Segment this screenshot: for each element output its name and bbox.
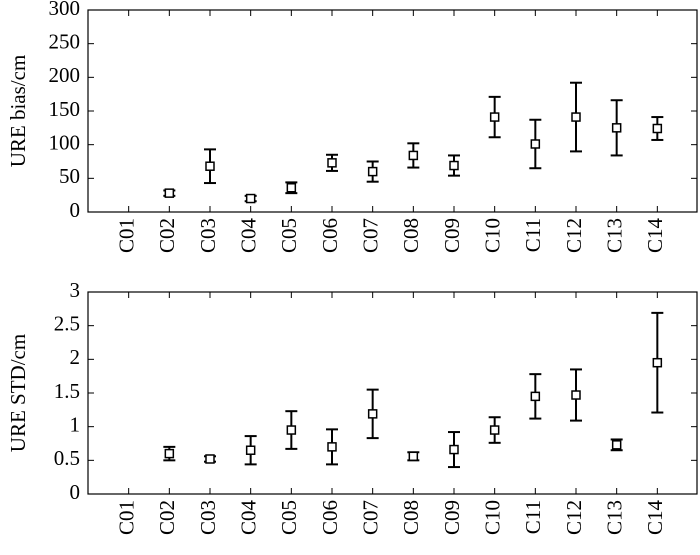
x-tick-label: C09 [440,500,464,535]
x-tick-label: C08 [399,500,423,535]
marker [286,425,297,435]
marker [489,425,500,435]
x-tick-label: C09 [440,218,464,253]
plot-frame [87,9,698,213]
marker [449,160,459,171]
y-tick-label: 3 [70,278,81,302]
x-tick-label: C04 [236,218,260,254]
x-tick-label: C05 [277,500,301,535]
y-tick-label: 2.5 [54,311,80,335]
y-tick-label: 50 [59,164,80,188]
x-tick-label: C13 [602,218,626,253]
marker [164,448,175,459]
x-tick-label: C10 [480,218,504,253]
marker [611,123,622,133]
marker [652,123,663,134]
x-tick-label: C05 [277,218,301,253]
x-tick-label: C13 [602,500,626,535]
x-tick-label: C06 [318,218,342,253]
x-tick-label: C02 [155,500,179,535]
marker [611,440,622,450]
marker [408,451,419,462]
x-tick-label: C07 [358,218,382,253]
y-tick-label: 100 [49,130,81,154]
x-tick-label: C01 [114,218,138,253]
marker [367,166,378,177]
y-tick-label: 300 [49,0,81,20]
y-tick-label: 150 [49,97,81,121]
marker [327,442,337,452]
y-axis-label: URE bias/cm [6,55,30,168]
marker [571,390,581,400]
x-tick-label: C12 [562,218,586,253]
marker [408,150,419,161]
x-tick-label: C07 [358,500,382,535]
y-tick-label: 2 [70,345,81,369]
x-tick-label: C14 [643,500,667,536]
y-tick-label: 250 [49,29,81,53]
y-tick-label: 1 [70,412,81,436]
x-tick-label: C10 [480,500,504,535]
x-tick-label: C08 [399,218,423,253]
marker [164,188,175,198]
x-tick-label: C03 [196,218,220,253]
marker [571,112,581,122]
marker [327,158,337,168]
marker [530,391,541,402]
marker [245,193,256,204]
marker [286,183,297,193]
marker [530,139,541,149]
marker [205,454,215,464]
marker [489,112,500,122]
x-tick-label: C14 [643,218,667,254]
marker [205,161,215,171]
marker [367,409,378,419]
x-tick-label: C04 [236,500,260,536]
x-tick-label: C02 [155,218,179,253]
x-tick-label: C11 [521,500,545,534]
marker [245,445,256,455]
x-tick-label: C01 [114,500,138,535]
marker [449,444,459,455]
x-tick-label: C12 [562,500,586,535]
x-tick-label: C06 [318,500,342,535]
y-tick-label: 0.5 [54,446,80,470]
x-tick-label: C03 [196,500,220,535]
y-tick-label: 0 [70,480,81,504]
y-axis-label: URE STD/cm [6,334,30,452]
plot-frame [87,291,698,495]
y-tick-label: 200 [49,63,81,87]
y-tick-label: 0 [70,198,81,222]
x-tick-label: C11 [521,218,545,252]
marker [652,357,663,368]
y-tick-label: 1.5 [54,379,80,403]
